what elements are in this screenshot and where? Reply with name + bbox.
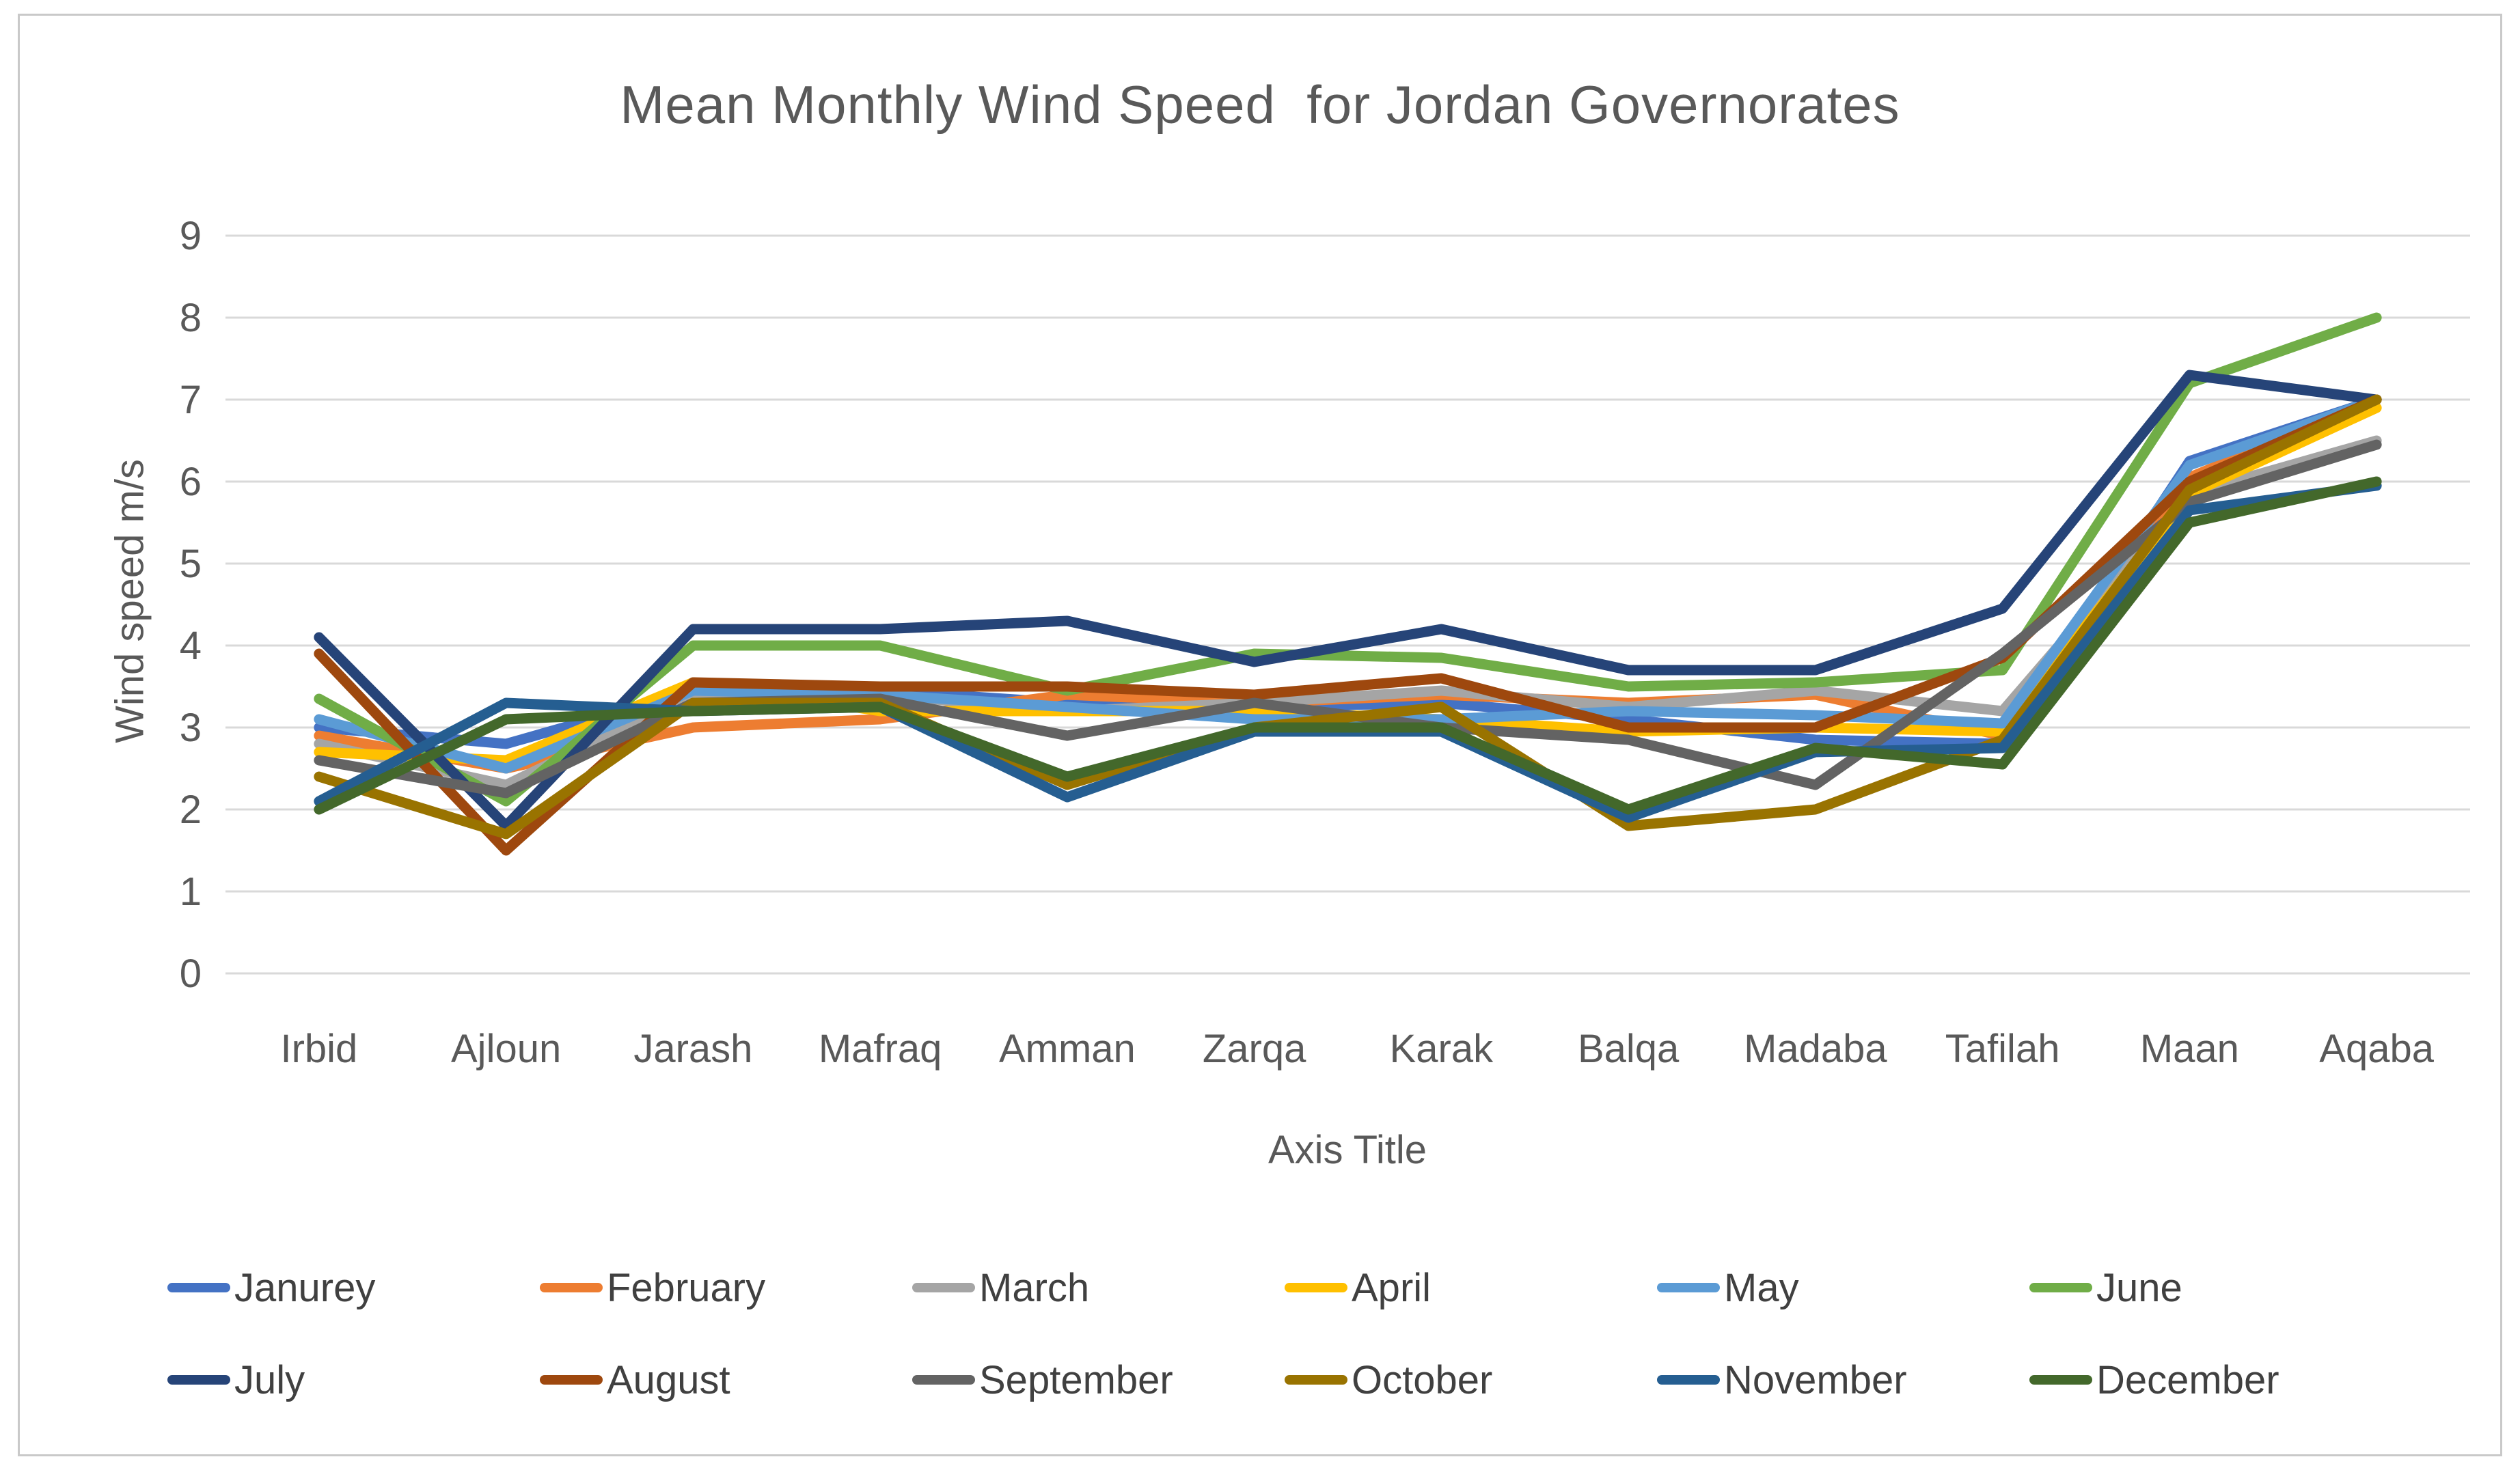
legend-label: February <box>607 1265 766 1310</box>
legend-item-august: August <box>540 1353 912 1407</box>
y-tick-label: 7 <box>180 378 202 422</box>
x-category-label: Irbid <box>280 1027 357 1071</box>
x-category-label: Aqaba <box>2319 1027 2434 1071</box>
x-category-label: Maan <box>2140 1027 2239 1071</box>
legend-item-september: September <box>912 1353 1285 1407</box>
legend-label: November <box>1724 1357 1907 1402</box>
legend-item-march: March <box>912 1260 1285 1315</box>
legend-swatch-janurey <box>167 1283 230 1292</box>
series-line-july <box>314 370 2382 831</box>
legend-item-february: February <box>540 1260 912 1315</box>
y-tick-label: 0 <box>180 952 202 996</box>
y-tick-label: 2 <box>180 788 202 832</box>
y-tick-label: 5 <box>180 542 202 586</box>
legend-swatch-may <box>1657 1283 1720 1292</box>
x-category-label: Ajloun <box>451 1027 561 1071</box>
legend-label: October <box>1352 1357 1493 1402</box>
x-category-label: Zarqa <box>1203 1027 1306 1071</box>
legend-item-janurey: Janurey <box>167 1260 540 1315</box>
legend-label: Janurey <box>234 1265 376 1310</box>
y-tick-label: 3 <box>180 706 202 750</box>
x-axis-title: Axis Title <box>1268 1128 1427 1172</box>
legend-label: July <box>234 1357 305 1402</box>
legend-item-june: June <box>2029 1260 2402 1315</box>
y-tick-label: 9 <box>180 214 202 258</box>
series-line-october <box>314 394 2382 840</box>
legend-swatch-april <box>1285 1283 1347 1292</box>
legend-swatch-july <box>167 1375 230 1385</box>
legend: Janurey February March April May June July Augu… <box>167 1260 2422 1407</box>
x-category-label: Karak <box>1390 1027 1494 1071</box>
y-tick-label: 1 <box>180 870 202 914</box>
legend-item-may: May <box>1657 1260 2029 1315</box>
series-line-december <box>314 476 2382 815</box>
x-category-label: Madaba <box>1744 1027 1887 1071</box>
x-category-label: Amman <box>999 1027 1136 1071</box>
chart-title: Mean Monthly Wind Speed for Jordan Gover… <box>620 74 1900 135</box>
x-category-label: Tafilah <box>1945 1027 2060 1071</box>
legend-label: April <box>1352 1265 1432 1310</box>
legend-swatch-september <box>912 1375 975 1385</box>
legend-item-october: October <box>1285 1353 1657 1407</box>
x-category-label: Balqa <box>1578 1027 1680 1071</box>
legend-label: August <box>607 1357 730 1402</box>
y-tick-label: 8 <box>180 296 202 340</box>
legend-swatch-december <box>2029 1375 2092 1385</box>
legend-label: May <box>1724 1265 1799 1310</box>
x-category-label: Mafraq <box>819 1027 942 1071</box>
legend-swatch-march <box>912 1283 975 1292</box>
legend-swatch-august <box>540 1375 603 1385</box>
x-category-label: Jarash <box>633 1027 752 1071</box>
legend-item-november: November <box>1657 1353 2029 1407</box>
legend-item-july: July <box>167 1353 540 1407</box>
legend-item-april: April <box>1285 1260 1657 1315</box>
legend-label: December <box>2096 1357 2279 1402</box>
y-tick-label: 4 <box>180 624 202 668</box>
legend-label: June <box>2096 1265 2182 1310</box>
legend-swatch-november <box>1657 1375 1720 1385</box>
legend-item-december: December <box>2029 1353 2402 1407</box>
legend-label: September <box>979 1357 1173 1402</box>
y-tick-label: 6 <box>180 460 202 504</box>
legend-label: March <box>979 1265 1090 1310</box>
y-axis-title: Wind speed m/s <box>107 459 152 743</box>
legend-swatch-february <box>540 1283 603 1292</box>
legend-swatch-october <box>1285 1375 1347 1385</box>
legend-swatch-june <box>2029 1283 2092 1292</box>
